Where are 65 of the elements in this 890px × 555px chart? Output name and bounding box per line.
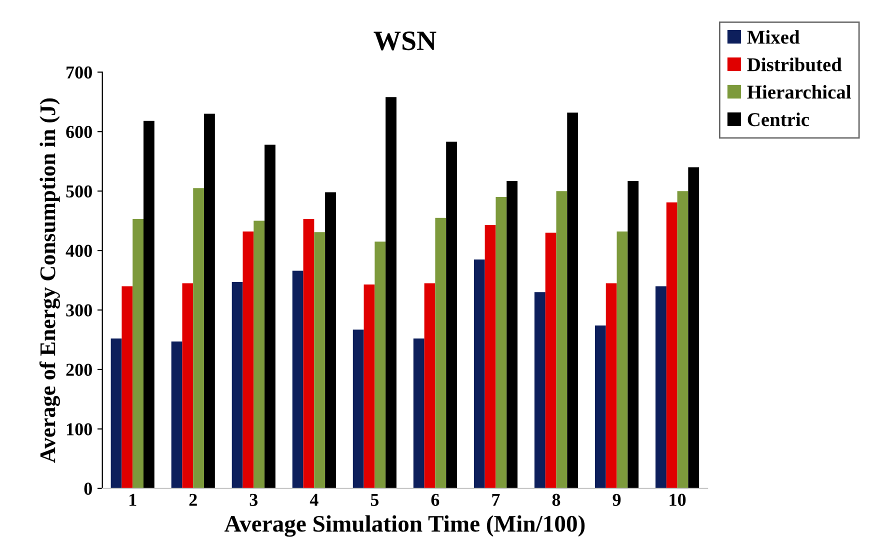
bar bbox=[204, 114, 215, 488]
bar bbox=[144, 120, 154, 488]
bar bbox=[484, 224, 496, 488]
bar bbox=[628, 180, 639, 488]
y-tick-label: 0 bbox=[84, 482, 92, 495]
y-tick-label: 400 bbox=[66, 244, 92, 257]
bar bbox=[496, 197, 507, 488]
x-tick-label: 9 bbox=[612, 494, 621, 506]
x-tick-label: 4 bbox=[310, 494, 318, 506]
bar bbox=[386, 97, 396, 488]
y-axis-title: Average of Energy Consumption in (J) bbox=[39, 98, 60, 463]
bar bbox=[677, 191, 688, 488]
bar bbox=[534, 292, 546, 488]
bar bbox=[688, 167, 700, 488]
legend-label: Centric bbox=[748, 112, 810, 126]
bar bbox=[303, 219, 314, 488]
x-tick-label: 10 bbox=[670, 494, 686, 506]
bar bbox=[254, 220, 265, 488]
legend-label: Mixed bbox=[747, 30, 800, 44]
bar bbox=[325, 192, 336, 488]
bar bbox=[545, 232, 556, 488]
bar bbox=[606, 283, 617, 488]
x-tick-label: 7 bbox=[492, 494, 500, 506]
y-tick-label: 500 bbox=[66, 185, 92, 198]
x-tick-label: 5 bbox=[370, 494, 379, 506]
bar bbox=[424, 283, 436, 488]
bar bbox=[435, 218, 446, 488]
legend-label: Hierarchical bbox=[747, 85, 851, 99]
x-tick-label: 2 bbox=[189, 494, 197, 506]
y-tick-label: 700 bbox=[66, 66, 92, 79]
bar bbox=[656, 286, 666, 488]
y-tick-label: 300 bbox=[66, 304, 92, 316]
bar bbox=[232, 282, 243, 488]
bar bbox=[474, 259, 485, 488]
bar bbox=[132, 219, 144, 488]
bar bbox=[567, 112, 578, 488]
bar bbox=[616, 232, 628, 488]
bar bbox=[374, 242, 386, 488]
bar bbox=[364, 284, 375, 488]
chart-title: WSN bbox=[374, 32, 436, 50]
bar bbox=[446, 142, 457, 488]
x-tick-label: 8 bbox=[552, 494, 560, 506]
legend-label: Distributed bbox=[747, 58, 842, 72]
bar bbox=[264, 144, 276, 488]
bar bbox=[193, 188, 204, 488]
y-tick-label: 100 bbox=[66, 423, 92, 436]
bar bbox=[110, 338, 122, 488]
x-tick-label: 3 bbox=[250, 494, 258, 506]
bar bbox=[556, 191, 568, 488]
bar bbox=[122, 286, 133, 488]
bar bbox=[182, 283, 194, 488]
bar bbox=[413, 338, 424, 488]
x-tick-label: 6 bbox=[431, 494, 440, 506]
bar bbox=[594, 325, 606, 488]
bar bbox=[506, 180, 518, 488]
bar bbox=[292, 270, 304, 488]
bar bbox=[666, 202, 678, 488]
y-tick-label: 600 bbox=[66, 126, 92, 138]
y-tick-label: 200 bbox=[66, 364, 92, 376]
bar bbox=[242, 232, 254, 488]
x-tick-label: 1 bbox=[130, 494, 136, 506]
bar bbox=[314, 232, 326, 488]
bar bbox=[171, 342, 182, 488]
x-axis-title: Average Simulation Time (Min/100) bbox=[224, 515, 585, 537]
bar bbox=[352, 330, 364, 488]
